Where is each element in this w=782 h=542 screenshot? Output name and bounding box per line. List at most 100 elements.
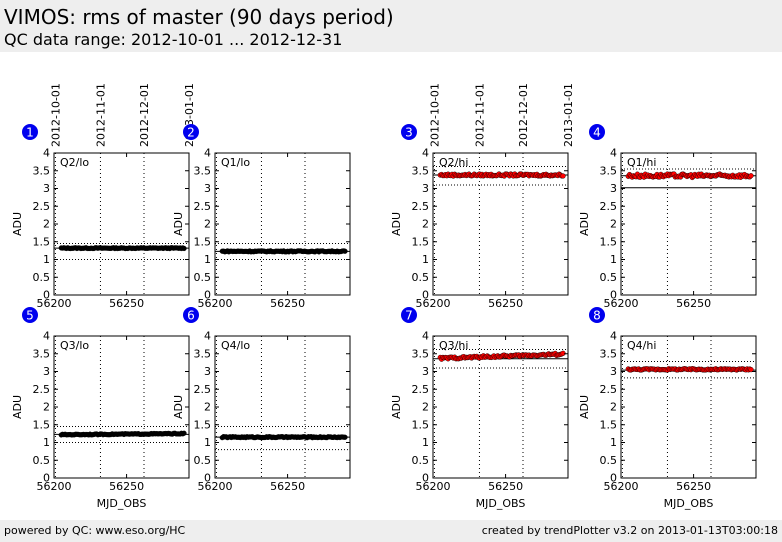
panel-7-badge <box>401 307 417 323</box>
panel-2-ytick-label-6: 3 <box>204 182 211 195</box>
panel-1-date-tick-label-1: 2012-11-01 <box>94 83 107 147</box>
panel-2-ytick-label-7: 3.5 <box>194 164 212 177</box>
panel-1-badge-number: 1 <box>26 126 34 140</box>
panel-4-ytick-label-3: 1.5 <box>600 235 618 248</box>
panel-6-ytick-label-8: 4 <box>204 330 211 343</box>
panel-7-ytick-label-6: 3 <box>422 365 429 378</box>
panel-2-data-point-94 <box>342 248 348 254</box>
footer: powered by QC: www.eso.org/HC created by… <box>0 520 782 542</box>
panel-2-ytick-label-0: 0 <box>204 289 211 302</box>
panel-5-ytick-label-8: 4 <box>43 330 50 343</box>
panel-6-ytick-label-3: 1.5 <box>194 418 212 431</box>
panel-4-ytick-label-1: 0.5 <box>600 271 618 284</box>
panel-6-axes-frame <box>214 335 351 479</box>
panel-5-ytick-label-7: 3.5 <box>33 347 51 360</box>
panel-2-axes-frame <box>214 152 351 296</box>
panel-5-badge-number: 5 <box>26 309 34 323</box>
panel-6-xtick-label-0: 56200 <box>198 480 233 493</box>
panel-1-ytick-label-8: 4 <box>43 147 50 160</box>
panel-8-data-point-94 <box>748 367 754 373</box>
panel-5-ytick-label-5: 2.5 <box>33 383 51 396</box>
panel-3-ytick-label-6: 3 <box>422 182 429 195</box>
panel-7-ytick-label-0: 0 <box>422 472 429 485</box>
panel-4-ytick-label-5: 2.5 <box>600 200 618 213</box>
panel-6-badge <box>183 307 199 323</box>
panel-1-ytick-label-0: 0 <box>43 289 50 302</box>
panel-6-ytick-label-4: 2 <box>204 401 211 414</box>
panel-2-ytick-label-1: 0.5 <box>194 271 212 284</box>
panel-5-xtick-label-1: 56250 <box>109 480 144 493</box>
panel-5-axes-frame <box>53 335 190 479</box>
panel-6-label: Q4/lo <box>221 339 250 352</box>
panel-2-ytick-label-4: 2 <box>204 218 211 231</box>
panel-6-xtick-label-1: 56250 <box>270 480 305 493</box>
panel-6-badge-number: 6 <box>187 309 195 323</box>
panel-3-badge <box>401 124 417 140</box>
panel-7-ytick-label-1: 0.5 <box>412 454 430 467</box>
panel-4-data-point-94 <box>748 173 754 179</box>
panel-3-ytick-label-8: 4 <box>422 147 429 160</box>
panel-8-ytick-label-0: 0 <box>610 472 617 485</box>
panel-1-xtick-label-1: 56250 <box>109 297 144 310</box>
panel-7-ytick-label-8: 4 <box>422 330 429 343</box>
footer-created-by: created by trendPlotter v3.2 on 2013-01-… <box>481 524 778 537</box>
panel-1-ytick-label-3: 1.5 <box>33 235 51 248</box>
panel-7-ytick-label-5: 2.5 <box>412 383 430 396</box>
panel-1-ytick-label-1: 0.5 <box>33 271 51 284</box>
panel-5-ytick-label-0: 0 <box>43 472 50 485</box>
panel-5-xtick-label-0: 56200 <box>37 480 72 493</box>
panel-3-xtick-label-0: 56200 <box>416 297 451 310</box>
panel-4-badge-number: 4 <box>593 126 601 140</box>
panel-7-badge-number: 7 <box>405 309 413 323</box>
panel-4-ytick-label-4: 2 <box>610 218 617 231</box>
panel-1-axes-frame <box>53 152 190 296</box>
panel-1-xtick-label-0: 56200 <box>37 297 72 310</box>
panel-2-ytick-label-3: 1.5 <box>194 235 212 248</box>
panel-8-xlabel: MJD_OBS <box>664 497 714 510</box>
panel-1-ytick-label-7: 3.5 <box>33 164 51 177</box>
panel-3-ytick-label-4: 2 <box>422 218 429 231</box>
panel-5-ytick-label-4: 2 <box>43 401 50 414</box>
panel-2-ytick-label-8: 4 <box>204 147 211 160</box>
panel-2-ylabel: ADU <box>172 212 185 236</box>
panel-5-ylabel: ADU <box>11 395 24 419</box>
panel-8-axes-frame <box>620 335 757 479</box>
panel-5-badge <box>22 307 38 323</box>
panel-8-ytick-label-6: 3 <box>610 365 617 378</box>
panel-1-ytick-label-5: 2.5 <box>33 200 51 213</box>
panel-2-label: Q1/lo <box>221 156 250 169</box>
panel-5-data-point-94 <box>181 430 187 436</box>
panel-4-label: Q1/hi <box>627 156 656 169</box>
panel-8-ytick-label-5: 2.5 <box>600 383 618 396</box>
panel-7-xlabel: MJD_OBS <box>476 497 526 510</box>
panel-3-date-tick-label-1: 2012-11-01 <box>473 83 486 147</box>
panel-3-ytick-label-7: 3.5 <box>412 164 430 177</box>
panel-5-ytick-label-2: 1 <box>43 436 50 449</box>
panel-7-ytick-label-4: 2 <box>422 401 429 414</box>
panel-3-badge-number: 3 <box>405 126 413 140</box>
panel-7-ytick-label-2: 1 <box>422 436 429 449</box>
panel-8-ylabel: ADU <box>578 395 591 419</box>
panel-3-ytick-label-0: 0 <box>422 289 429 302</box>
panel-4-ytick-label-0: 0 <box>610 289 617 302</box>
panel-7-xtick-label-1: 56250 <box>488 480 523 493</box>
panel-8-badge-number: 8 <box>593 309 601 323</box>
panel-1-ylabel: ADU <box>11 212 24 236</box>
panel-3-date-tick-label-0: 2012-10-01 <box>428 83 441 147</box>
panel-6-ytick-label-6: 3 <box>204 365 211 378</box>
page-title: VIMOS: rms of master (90 days period) <box>4 5 394 29</box>
footer-powered-by: powered by QC: www.eso.org/HC <box>4 524 186 537</box>
panel-7-ytick-label-3: 1.5 <box>412 418 430 431</box>
panel-7-ylabel: ADU <box>390 395 403 419</box>
panel-6-ytick-label-5: 2.5 <box>194 383 212 396</box>
panel-2-badge <box>183 124 199 140</box>
panel-4-ytick-label-8: 4 <box>610 147 617 160</box>
panel-2-badge-number: 2 <box>187 126 195 140</box>
panel-3-ytick-label-5: 2.5 <box>412 200 430 213</box>
panel-7-label: Q3/hi <box>439 339 468 352</box>
panel-8-xtick-label-0: 56200 <box>604 480 639 493</box>
panel-8-ytick-label-4: 2 <box>610 401 617 414</box>
panel-4-ylabel: ADU <box>578 212 591 236</box>
panel-3-ytick-label-1: 0.5 <box>412 271 430 284</box>
page-subtitle: QC data range: 2012-10-01 ... 2012-12-31 <box>4 30 343 49</box>
